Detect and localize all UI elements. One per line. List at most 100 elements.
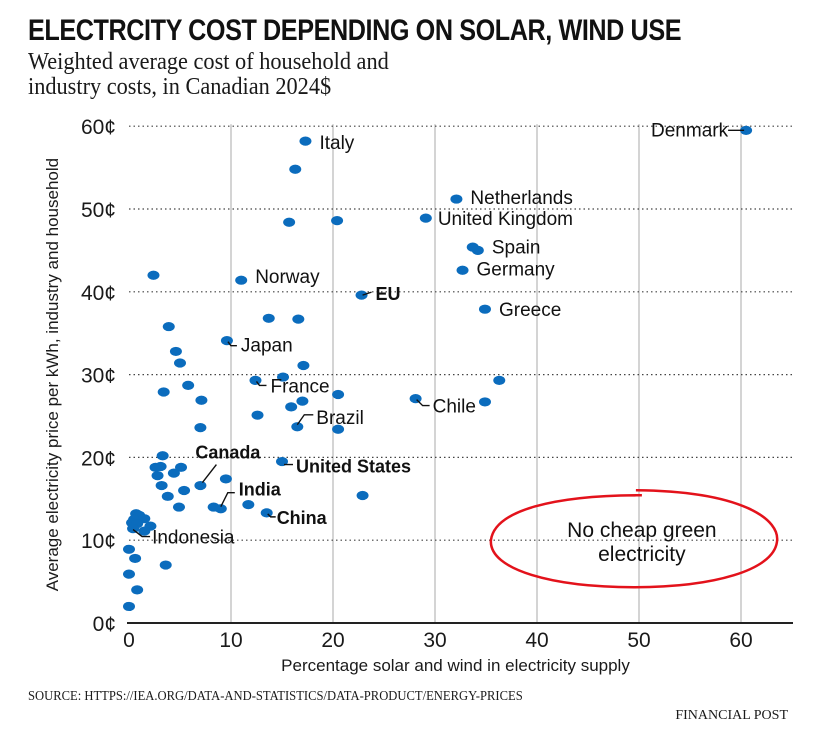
data-point-france (249, 375, 262, 385)
data-point-netherlands (450, 194, 463, 204)
data-point (332, 424, 345, 434)
leader-line-eu (362, 291, 372, 296)
annotation-callout: No cheap green electricity (489, 488, 779, 589)
data-point-brazil (291, 422, 304, 432)
leader-line-japan (227, 341, 237, 347)
red-ellipse-annotation (489, 488, 779, 589)
data-point (161, 491, 174, 501)
data-point (138, 526, 151, 536)
publisher-credit: FINANCIAL POST (675, 708, 788, 723)
data-point (129, 553, 142, 564)
data-point (157, 387, 170, 397)
point-label-indonesia: Indonesia (152, 528, 235, 549)
data-point (493, 375, 506, 385)
x-tick-labels: 0 10 20 30 40 50 60 (123, 629, 753, 652)
data-point (155, 480, 168, 491)
y-tick-label: 30¢ (81, 365, 116, 388)
point-label-chile: Chile (433, 397, 476, 418)
data-point-spain (471, 245, 484, 255)
x-tick-label: 60 (729, 629, 752, 652)
y-tick-label: 20¢ (81, 447, 116, 470)
x-tick-label: 10 (219, 629, 242, 652)
annotation-text-line-2: electricity (598, 543, 686, 566)
data-point-greece (478, 304, 491, 314)
y-tick-label: 40¢ (81, 282, 116, 305)
data-point (283, 217, 296, 227)
data-point (195, 395, 208, 405)
y-tick-label: 10¢ (81, 530, 116, 553)
data-point (478, 397, 491, 407)
data-points (123, 125, 753, 612)
data-point (296, 396, 309, 406)
data-point (131, 585, 144, 595)
data-point (356, 490, 369, 501)
data-point (285, 402, 298, 412)
point-label-denmark: Denmark (651, 120, 729, 141)
x-axis-label: Percentage solar and wind in electricity… (281, 656, 630, 675)
point-label-norway: Norway (255, 267, 320, 288)
data-point (292, 314, 305, 324)
leader-line-indonesia (132, 529, 151, 538)
data-point (277, 372, 290, 382)
data-point (182, 380, 195, 390)
data-point (162, 321, 175, 332)
data-point (219, 474, 232, 484)
point-label-brazil: Brazil (316, 408, 364, 429)
y-tick-label: 0¢ (93, 613, 116, 636)
leader-line-chile (416, 399, 430, 407)
data-point (178, 485, 191, 496)
point-label-germany: Germany (477, 259, 556, 280)
data-point-norway (235, 275, 248, 285)
point-label-india: India (239, 480, 282, 500)
y-tick-label: 50¢ (81, 199, 116, 222)
chart-title: ELECTRCITY COST DEPENDING ON SOLAR, WIND… (28, 14, 682, 47)
data-point-germany (456, 265, 469, 275)
point-label-canada: Canada (195, 443, 261, 463)
point-label-netherlands: Netherlands (470, 188, 572, 209)
point-label-japan: Japan (241, 336, 293, 357)
y-tick-label: 60¢ (81, 116, 116, 139)
annotation-text-line-1: No cheap green (567, 519, 716, 542)
data-point-india (214, 504, 227, 514)
data-point (172, 502, 185, 512)
data-point (123, 601, 135, 612)
data-point (147, 270, 160, 280)
chart-subtitle: Weighted average cost of household and i… (28, 49, 389, 100)
data-point-eu (355, 290, 368, 300)
data-point-indonesia (127, 524, 140, 534)
point-label-spain: Spain (492, 237, 541, 258)
data-point (262, 313, 275, 323)
data-point (123, 544, 135, 554)
point-label-greece: Greece (499, 300, 561, 321)
data-point (154, 461, 167, 472)
data-point (169, 346, 182, 357)
data-point (175, 462, 188, 472)
leader-line-france (255, 380, 267, 387)
leader-line-brazil (296, 414, 314, 426)
data-point-canada (194, 480, 207, 491)
x-tick-label: 20 (321, 629, 344, 652)
data-point (289, 164, 302, 174)
data-point (331, 215, 344, 226)
data-point (156, 451, 169, 461)
data-point (251, 410, 264, 420)
data-point-united-kingdom (419, 213, 432, 223)
point-label-france: France (270, 376, 329, 397)
data-point (194, 422, 207, 433)
x-tick-label: 40 (525, 629, 548, 652)
data-point (242, 499, 255, 510)
x-tick-label: 30 (423, 629, 446, 652)
point-label-italy: Italy (319, 133, 354, 154)
data-point (332, 389, 345, 400)
data-point-denmark (740, 125, 753, 135)
source-note: SOURCE: HTTPS://IEA.ORG/DATA-AND-STATIST… (28, 689, 523, 704)
point-label-eu: EU (376, 284, 401, 304)
x-tick-label: 0 (123, 629, 135, 652)
x-tick-label: 50 (627, 629, 650, 652)
point-label-united-states: United States (296, 457, 411, 477)
leader-line-canada (201, 464, 217, 483)
data-point (297, 360, 310, 371)
data-point-japan (220, 336, 233, 346)
